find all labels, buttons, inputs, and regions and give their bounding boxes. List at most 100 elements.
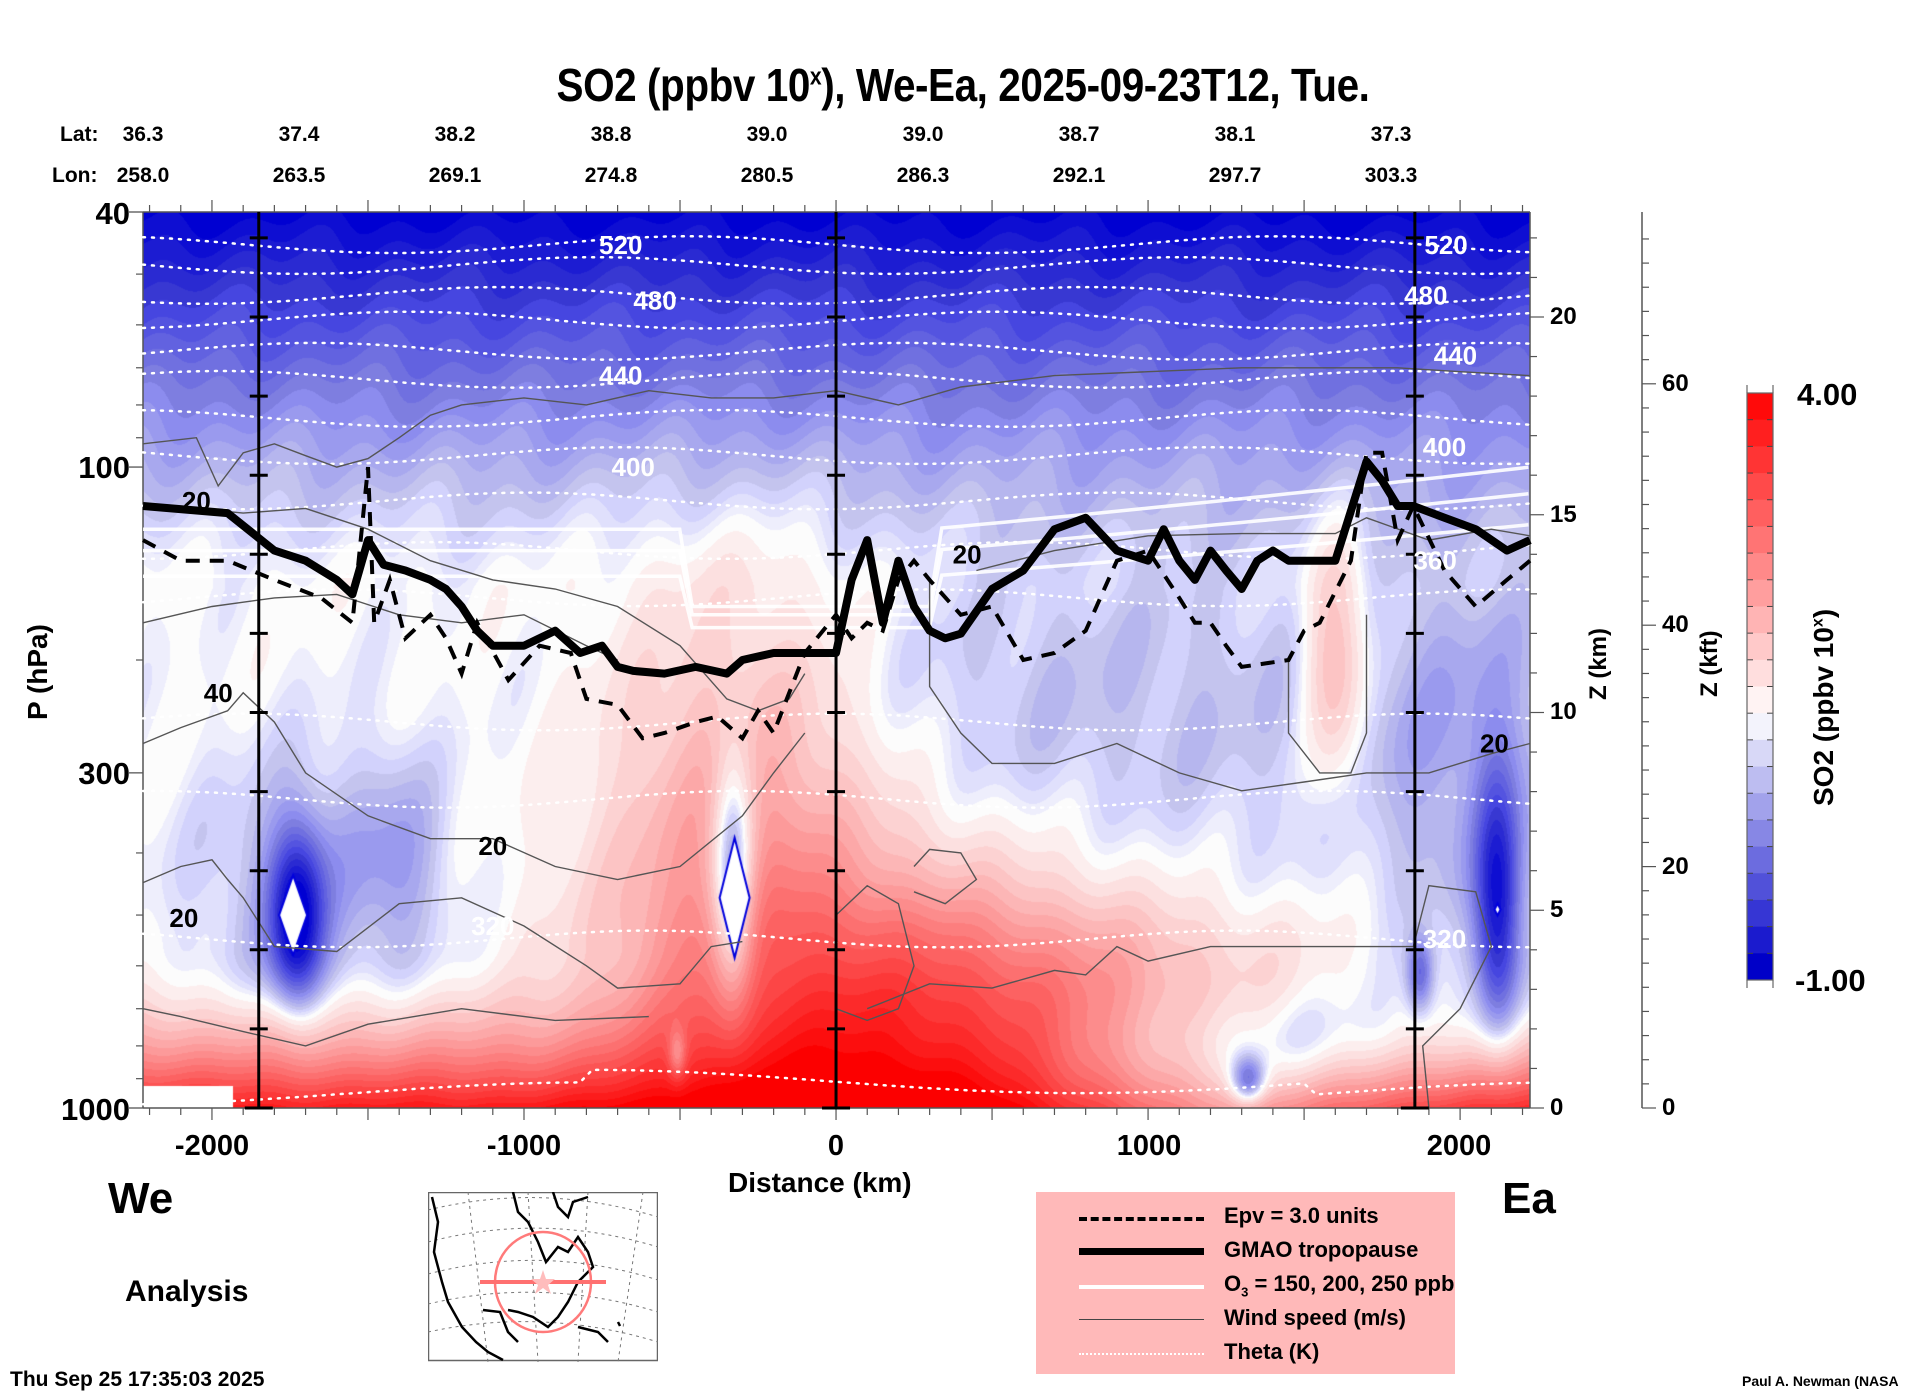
wind-contour-label: 20 (169, 903, 198, 933)
colorbar-swatch (1747, 473, 1773, 501)
colorbar-swatch (1747, 393, 1773, 421)
wind-speed-contour (913, 848, 978, 905)
colorbar-swatch (1747, 713, 1773, 741)
wind-contour-label: 40 (204, 678, 233, 708)
colorbar-max-label: 4.00 (1797, 377, 1858, 412)
theta-contour-label: 480 (1404, 281, 1447, 311)
theta-contour-label: 520 (599, 230, 642, 260)
lat-value: 39.0 (746, 123, 788, 146)
wind-contour-label: 20 (478, 831, 507, 861)
lon-value: 274.8 (584, 164, 638, 187)
theta-contour-label: 480 (633, 286, 676, 316)
wind-speed-contour (142, 367, 1531, 488)
lon-value: 286.3 (896, 164, 950, 187)
legend-item-tropopause: GMAO tropopause (1036, 1234, 1455, 1268)
theta-contour-label: 440 (599, 361, 642, 391)
lat-value: 39.0 (902, 123, 944, 146)
z-km-tick-label: 5 (1550, 896, 1564, 923)
lat-value: 38.7 (1058, 123, 1100, 146)
credit-label: Paul A. Newman (NASA (1742, 1373, 1899, 1389)
colorbar-swatch (1747, 553, 1773, 581)
analysis-label: Analysis (125, 1275, 249, 1308)
lat-value: 38.8 (590, 123, 632, 146)
wind-contour-label: 20 (953, 540, 982, 570)
lon-row-label: Lon: (52, 164, 98, 187)
colorbar-swatch (1747, 766, 1773, 794)
y-tick-label: 100 (78, 450, 130, 485)
z-km-tick-label: 20 (1550, 303, 1577, 330)
colorbar-swatch (1747, 846, 1773, 874)
colorbar-swatch (1747, 446, 1773, 474)
wind-speed-contour (142, 859, 743, 989)
z-kft-tick-label: 0 (1662, 1094, 1676, 1121)
y-tick-label: 300 (78, 756, 130, 791)
lon-value: 280.5 (740, 164, 794, 187)
wind-speed-contour (1287, 614, 1368, 774)
wind-speed-contour (835, 884, 915, 1022)
coastlines (430, 1192, 622, 1362)
z-kft-tick-label: 40 (1662, 611, 1689, 638)
thick-line-swatch (1079, 1248, 1204, 1255)
lon-value: 263.5 (272, 164, 326, 187)
z-kft-tick-label: 20 (1662, 853, 1689, 880)
colorbar-title: SO2 (ppbv 10x) (1808, 608, 1839, 806)
wind-speed-contour (976, 517, 1531, 572)
wind-speed-contour (142, 1007, 649, 1047)
theta-contour-label: 440 (1434, 341, 1477, 371)
lat-value: 36.3 (122, 123, 164, 146)
legend-item-theta: Theta (K) (1036, 1336, 1455, 1370)
lon-value: 258.0 (116, 164, 170, 187)
colorbar-swatch (1747, 659, 1773, 687)
colorbar-swatch (1747, 873, 1773, 901)
z-km-tick-label: 10 (1550, 698, 1577, 725)
theta-contour-label: 400 (612, 452, 655, 482)
lat-value: 37.4 (278, 123, 320, 146)
white-line-swatch (1079, 1285, 1204, 1289)
colorbar-swatch (1747, 686, 1773, 714)
x-tick-label: -2000 (174, 1130, 250, 1162)
colorbar-swatch (1747, 526, 1773, 554)
lat-value: 38.1 (1214, 123, 1256, 146)
theta-contour-label: 360 (1413, 546, 1456, 576)
lat-row-label: Lat: (60, 123, 99, 146)
wind-speed-contour (866, 884, 1493, 1109)
wind-speed-contour (928, 579, 1531, 792)
colorbar-swatch (1747, 499, 1773, 527)
timestamp: Thu Sep 25 17:35:03 2025 (10, 1368, 265, 1391)
z-kft-tick-label: 60 (1662, 370, 1689, 397)
colorbar-swatch (1747, 899, 1773, 928)
colorbar-swatch (1747, 793, 1773, 821)
y-axis-title: P (hPa) (22, 624, 53, 720)
colorbar-swatch (1747, 579, 1773, 607)
colorbar-swatch (1747, 926, 1773, 954)
colorbar-swatch (1747, 419, 1773, 447)
theta-contour-label: 520 (1424, 230, 1467, 260)
colorbar-swatch (1747, 606, 1773, 634)
legend-item-epv: Epv = 3.0 units (1036, 1200, 1455, 1234)
x-tick-label: 1000 (1116, 1130, 1182, 1162)
z-km-tick-label: 15 (1550, 501, 1577, 528)
colorbar-frame (1746, 392, 1774, 981)
dashed-line-swatch (1079, 1217, 1204, 1221)
x-tick-label: 0 (827, 1130, 845, 1162)
colorbar-swatch (1747, 953, 1773, 981)
west-label: We (108, 1174, 174, 1223)
chart-title: SO2 (ppbv 10x), We-Ea, 2025-09-23T12, Tu… (556, 59, 1370, 111)
colorbar-swatch (1747, 633, 1773, 661)
thin-line-swatch (1079, 1319, 1204, 1320)
lon-value: 292.1 (1052, 164, 1106, 187)
y-tick-label: 1000 (61, 1092, 130, 1127)
x-tick-label: 2000 (1426, 1130, 1492, 1162)
wind-contour-label: 20 (1480, 729, 1509, 759)
lon-value: 269.1 (428, 164, 482, 187)
theta-contour-label: 320 (1423, 924, 1466, 954)
z-km-axis-title: Z (km) (1585, 628, 1612, 700)
legend: Epv = 3.0 units GMAO tropopause O3 = 150… (1036, 1192, 1455, 1374)
z-kft-axis-title: Z (kft) (1696, 630, 1723, 697)
gmao-tropopause-line (142, 457, 1532, 678)
locator-map (428, 1192, 658, 1362)
east-label: Ea (1502, 1174, 1556, 1223)
epv-3pvu-line (142, 450, 1532, 742)
colorbar-swatch (1747, 739, 1773, 768)
